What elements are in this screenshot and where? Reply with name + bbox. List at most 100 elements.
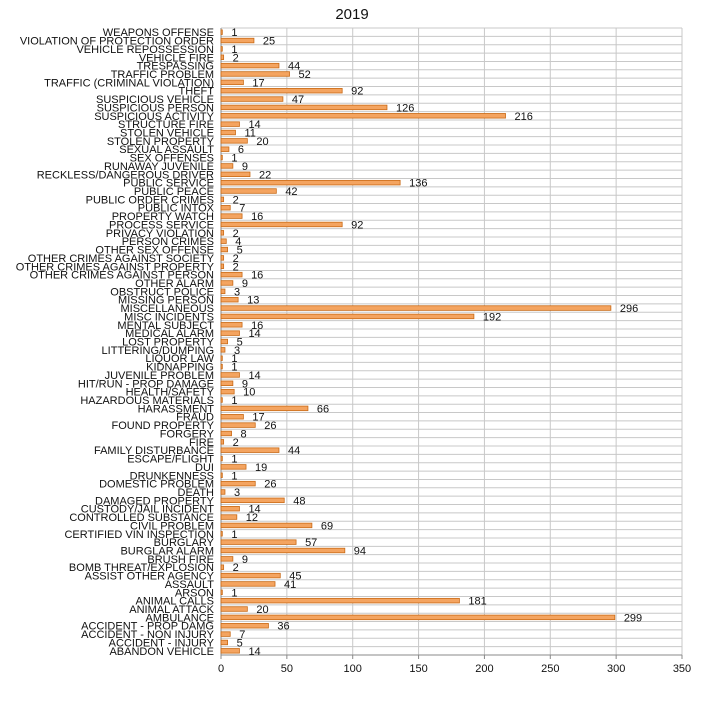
category-label: MISSING PERSON <box>118 295 214 307</box>
category-label: OTHER SEX OFFENSE <box>95 245 214 257</box>
value-label: 3 <box>234 345 240 357</box>
bar <box>220 439 225 445</box>
value-label: 10 <box>243 387 255 399</box>
bar <box>220 88 343 94</box>
bar <box>220 639 228 646</box>
bar <box>220 338 228 345</box>
bar <box>220 464 247 470</box>
category-label: STRUCTURE FIRE <box>118 119 214 131</box>
value-label: 69 <box>321 520 333 532</box>
bar <box>220 213 243 219</box>
bar <box>220 631 231 637</box>
bar <box>220 597 460 604</box>
value-label: 5 <box>237 637 243 649</box>
value-label: 41 <box>284 579 296 591</box>
value-label: 6 <box>238 144 244 156</box>
category-label: DRUNKENNESS <box>130 470 214 482</box>
bar <box>220 397 223 403</box>
bar <box>220 154 223 161</box>
category-label: FAMILY DISTURBANCE <box>94 445 214 457</box>
value-label: 17 <box>252 412 264 424</box>
category-label: ACCIDENT - PROP DAMG <box>81 621 214 633</box>
bar <box>220 614 616 621</box>
value-label: 1 <box>231 454 237 466</box>
value-label: 19 <box>255 462 267 474</box>
bar <box>220 188 277 194</box>
value-label: 1 <box>231 27 237 39</box>
value-label: 9 <box>242 278 248 290</box>
bar <box>220 79 244 86</box>
category-label: VEHICLE FIRE <box>139 52 214 64</box>
bar <box>220 322 243 328</box>
bar <box>220 246 228 253</box>
category-label: PUBLIC ORDER CRIMES <box>86 194 214 206</box>
value-label: 2 <box>233 253 239 265</box>
value-label: 44 <box>288 61 300 73</box>
value-label: 1 <box>231 395 237 407</box>
bar <box>220 522 313 529</box>
bar <box>220 230 225 236</box>
bar <box>220 347 226 353</box>
bar <box>220 531 223 537</box>
bar <box>220 380 234 386</box>
bar <box>220 54 225 60</box>
category-label: ABANDON VEHICLE <box>109 646 214 658</box>
category-label: SUSPICIOUS VEHICLE <box>96 94 214 106</box>
bar <box>220 547 346 554</box>
category-label: BURGLAR ALARM <box>120 546 214 558</box>
category-label: ESCAPE/FLIGHT <box>127 454 214 466</box>
category-label: TRAFFIC (CRIMINAL VIOLATION) <box>44 77 214 89</box>
value-label: 17 <box>252 77 264 89</box>
category-label: LOST PROPERTY <box>122 337 215 349</box>
category-label: CERTIFIED VIN INSPECTION <box>64 529 214 541</box>
bar <box>220 62 280 69</box>
category-label: TRESPASSING <box>137 61 214 73</box>
category-label: PROPERTY WATCH <box>112 211 214 223</box>
value-label: 1 <box>231 353 237 365</box>
bar <box>220 280 234 286</box>
category-label: LITTERING/DUMPING <box>102 345 214 357</box>
value-label: 42 <box>285 186 297 198</box>
bar <box>220 138 248 144</box>
chart-title: 2019 <box>335 6 368 23</box>
category-label: STOLEN VEHICLE <box>120 128 214 140</box>
x-tick-label: 0 <box>218 663 224 675</box>
value-label: 1 <box>231 470 237 482</box>
value-label: 16 <box>251 320 263 332</box>
bar <box>220 196 225 203</box>
category-label: HEALTH/SAFETY <box>126 387 215 399</box>
bar <box>220 372 240 378</box>
value-label: 9 <box>242 378 248 390</box>
bar <box>220 129 236 136</box>
category-label: ASSAULT <box>165 579 215 591</box>
value-label: 2 <box>233 261 239 273</box>
bar <box>220 355 223 361</box>
value-label: 7 <box>239 203 245 215</box>
bar <box>220 271 243 278</box>
value-label: 9 <box>242 554 248 566</box>
bars <box>220 29 616 654</box>
category-label: BURGLARY <box>154 537 215 549</box>
x-tick-label: 250 <box>541 663 559 675</box>
category-label: STOLEN PROPERTY <box>107 136 215 148</box>
value-label: 14 <box>248 119 260 131</box>
category-label: FRAUD <box>176 412 214 424</box>
bar <box>220 648 240 654</box>
bar <box>220 305 612 311</box>
category-label: OTHER CRIMES AGAINST PERSON <box>30 270 214 282</box>
bar <box>220 497 285 504</box>
category-label: PUBLIC SERVICE <box>123 178 214 190</box>
value-label: 44 <box>288 445 300 457</box>
category-label: JUVENILE PROBLEM <box>105 370 214 382</box>
value-label: 26 <box>264 420 276 432</box>
bar <box>220 405 309 412</box>
value-label: 5 <box>237 337 243 349</box>
bar <box>220 113 506 119</box>
category-label: CIVIL PROBLEM <box>130 520 214 532</box>
value-label: 13 <box>247 295 259 307</box>
value-label: 2 <box>233 437 239 449</box>
bar <box>220 46 223 52</box>
value-label: 14 <box>248 370 260 382</box>
category-label: ACCIDENT - INJURY <box>109 637 215 649</box>
